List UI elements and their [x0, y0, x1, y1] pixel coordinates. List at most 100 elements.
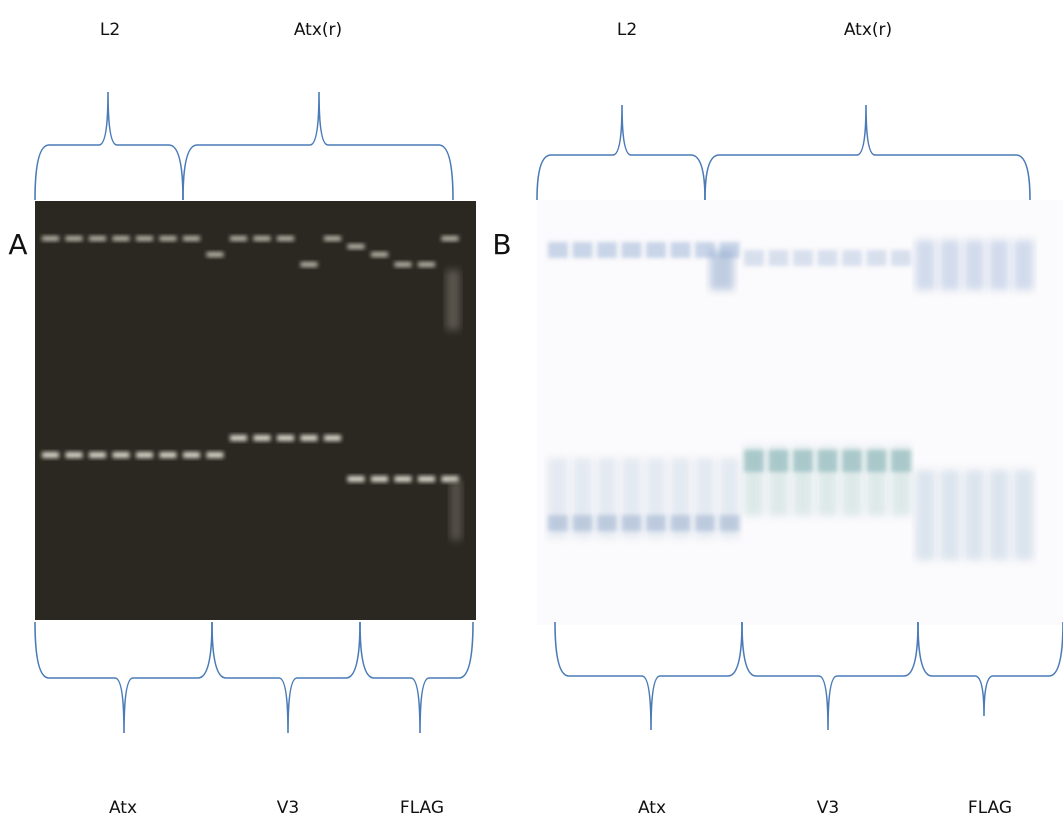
band	[866, 450, 887, 472]
bottom-label: FLAG	[400, 798, 444, 818]
bottom-label: FLAG	[968, 798, 1012, 818]
band	[572, 515, 593, 531]
band	[394, 262, 412, 267]
band	[324, 435, 341, 441]
brace	[704, 104, 1031, 201]
band	[842, 250, 862, 266]
band	[768, 450, 789, 472]
braces	[34, 91, 1063, 734]
band	[842, 450, 862, 472]
band	[964, 470, 985, 560]
band	[371, 252, 388, 257]
band	[744, 450, 764, 472]
band	[136, 236, 153, 241]
band	[89, 452, 106, 458]
band	[597, 242, 617, 258]
bottom-label: V3	[277, 798, 299, 818]
band	[65, 452, 83, 458]
band	[964, 240, 985, 290]
band	[817, 450, 838, 472]
band	[915, 240, 936, 290]
band	[89, 236, 106, 241]
band	[230, 435, 247, 441]
gel-a	[35, 201, 476, 620]
band	[670, 242, 691, 258]
band	[646, 515, 666, 531]
band	[621, 242, 642, 258]
band	[572, 242, 593, 258]
band	[891, 450, 911, 472]
band	[65, 236, 83, 241]
band	[277, 236, 294, 241]
bottom-label: Atx	[638, 798, 666, 818]
brace	[554, 621, 743, 731]
smear	[446, 270, 460, 330]
bottom-label: Atx	[109, 798, 137, 818]
band	[670, 515, 691, 531]
band	[418, 476, 435, 482]
band	[940, 240, 960, 290]
brace	[34, 621, 213, 734]
band	[42, 236, 59, 241]
brace	[34, 91, 184, 201]
band	[940, 470, 960, 560]
brace	[182, 91, 454, 201]
band	[915, 470, 936, 560]
band	[183, 236, 200, 241]
band	[793, 250, 813, 266]
band	[253, 236, 271, 241]
band	[1013, 470, 1034, 560]
band	[441, 476, 459, 482]
band	[548, 242, 568, 258]
band	[621, 515, 642, 531]
band	[548, 515, 568, 531]
band	[744, 250, 764, 266]
top-label: L2	[617, 20, 637, 40]
smear	[710, 250, 734, 290]
brace	[917, 621, 1063, 717]
band	[441, 236, 459, 241]
band	[719, 515, 740, 531]
band	[277, 435, 294, 441]
band	[112, 236, 130, 241]
brace	[359, 621, 474, 734]
brace	[536, 104, 706, 201]
bottom-label: V3	[817, 798, 839, 818]
band	[866, 250, 887, 266]
band	[793, 450, 813, 472]
band	[347, 244, 365, 249]
band	[300, 262, 318, 267]
band	[1013, 240, 1034, 290]
band	[230, 236, 247, 241]
band	[768, 250, 789, 266]
band	[324, 236, 341, 241]
band	[891, 250, 911, 266]
band	[347, 476, 365, 482]
band	[112, 452, 130, 458]
band	[418, 262, 435, 267]
band	[300, 435, 318, 441]
panel-label: B	[492, 228, 511, 261]
band	[136, 452, 153, 458]
band	[371, 476, 388, 482]
band	[597, 515, 617, 531]
band	[695, 515, 715, 531]
band	[206, 452, 224, 458]
band	[394, 476, 412, 482]
band	[42, 452, 59, 458]
top-label: Atx(r)	[844, 20, 892, 40]
band	[206, 252, 224, 257]
smear	[450, 480, 462, 540]
brace	[741, 621, 919, 731]
band	[183, 452, 200, 458]
band	[989, 240, 1009, 290]
band	[817, 250, 838, 266]
panel-label: A	[8, 228, 27, 261]
band	[159, 452, 177, 458]
band	[989, 470, 1009, 560]
brace	[211, 621, 361, 734]
top-label: L2	[100, 20, 120, 40]
band	[253, 435, 271, 441]
band	[159, 236, 177, 241]
